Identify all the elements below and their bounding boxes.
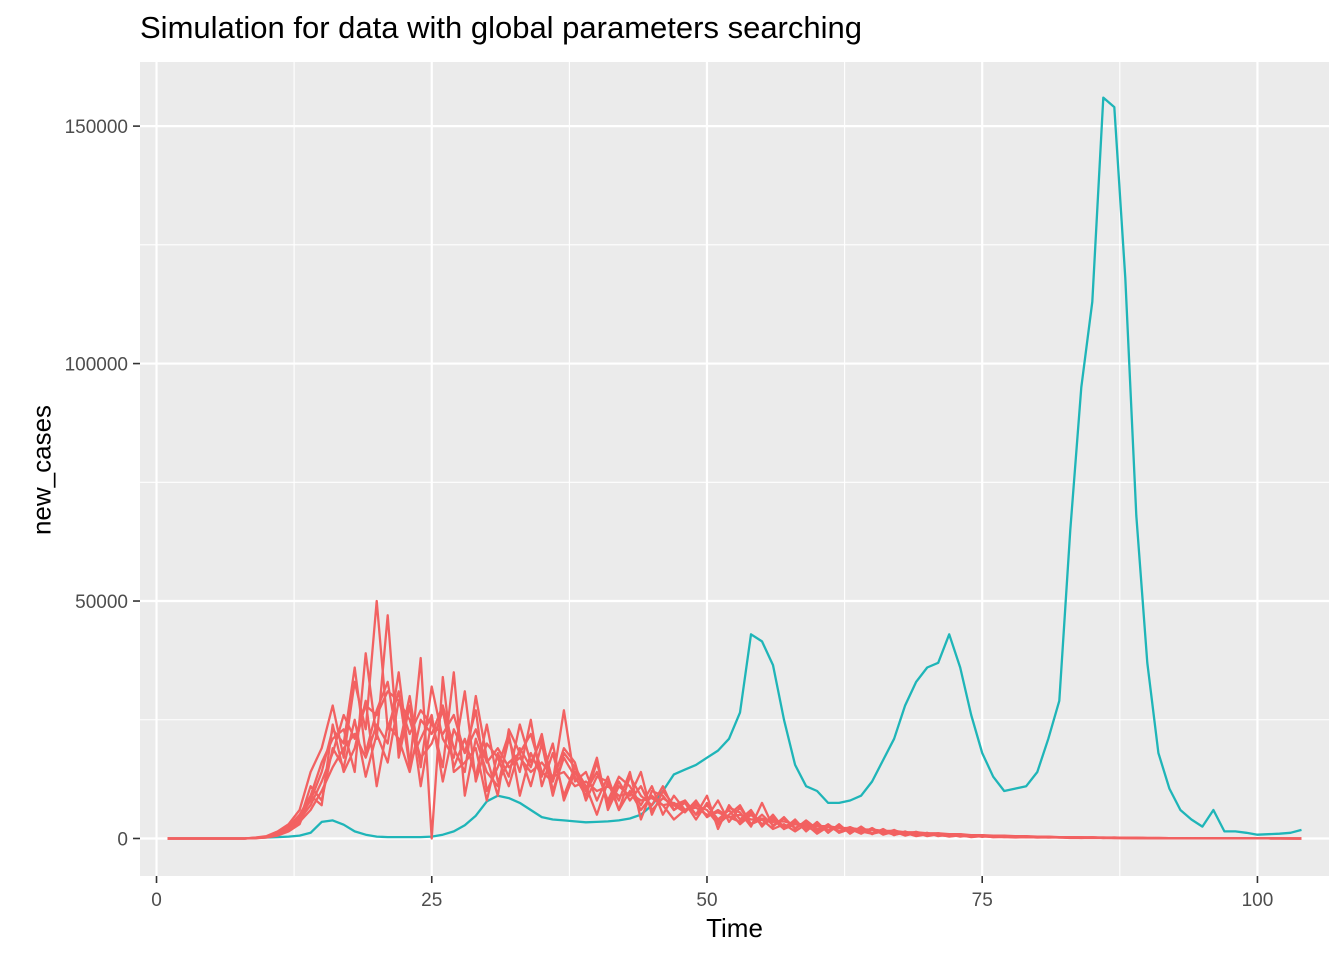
y-tick-label: 150000	[65, 117, 128, 138]
y-tick-label: 50000	[75, 592, 128, 613]
chart-title: Simulation for data with global paramete…	[140, 10, 862, 45]
series-line-8	[167, 694, 1302, 840]
x-axis-label: Time	[706, 913, 763, 943]
x-tick-label: 50	[696, 890, 717, 911]
series-line-1	[167, 96, 1302, 840]
y-axis-label: new_cases	[26, 404, 57, 536]
y-tick-label: 0	[117, 829, 128, 850]
x-tick-label: 75	[972, 890, 993, 911]
x-tick-label: 0	[151, 890, 162, 911]
y-tick-label: 100000	[65, 355, 128, 376]
x-tick-label: 25	[421, 890, 442, 911]
x-tick-label: 100	[1242, 890, 1274, 911]
plot-panel	[140, 62, 1329, 876]
